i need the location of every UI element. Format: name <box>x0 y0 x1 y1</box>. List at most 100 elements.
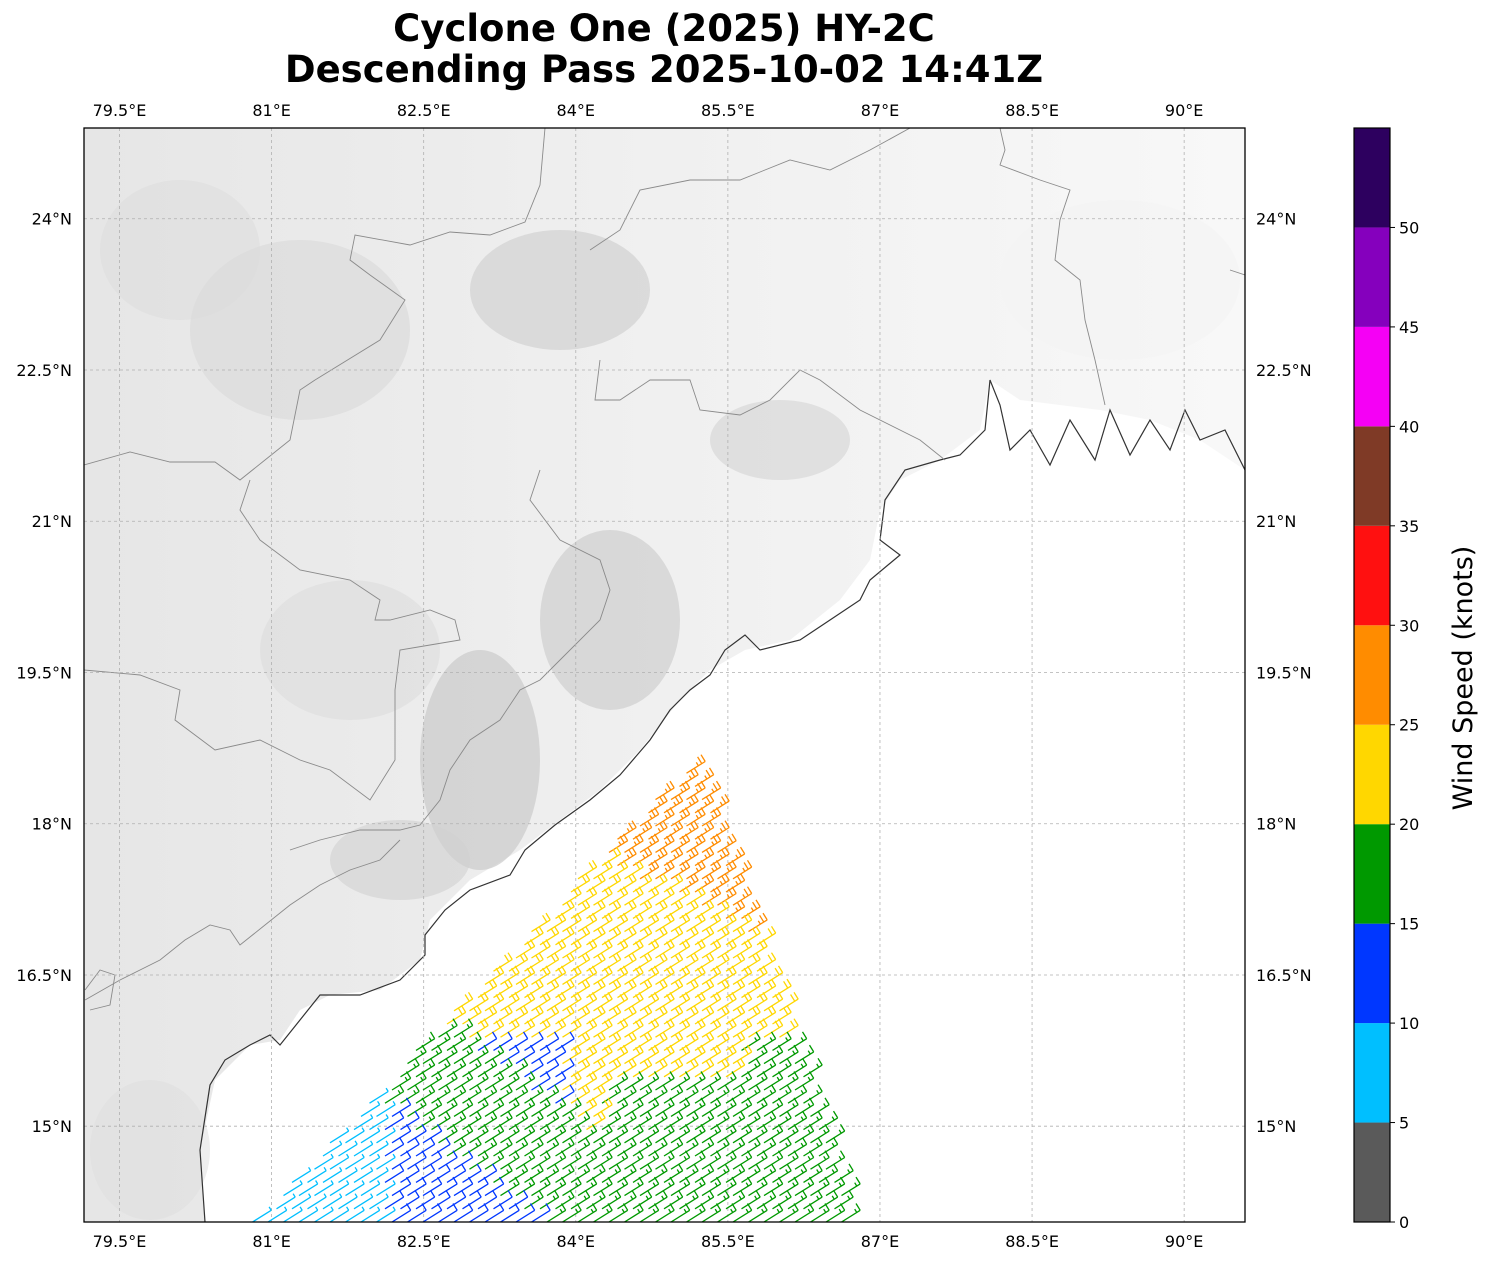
wind-barb <box>345 1180 365 1197</box>
wind-barb <box>500 1018 520 1038</box>
wind-barb <box>670 912 691 933</box>
wind-barb <box>725 846 746 867</box>
wind-barb <box>500 1150 520 1170</box>
wind-barb <box>717 833 737 853</box>
wind-barb <box>679 1163 699 1183</box>
wind-barb <box>756 1084 777 1104</box>
wind-barb <box>679 793 699 814</box>
wind-barb <box>725 1137 746 1157</box>
wind-barb <box>772 1110 792 1131</box>
wind-barb <box>686 1150 706 1170</box>
wind-barb <box>555 1031 575 1051</box>
wind-barb <box>438 1071 458 1091</box>
wind-barb <box>639 1097 660 1117</box>
wind-barb <box>679 1189 699 1210</box>
wind-barb <box>624 939 644 959</box>
wind-barb <box>493 1163 513 1183</box>
wind-barb <box>391 1203 412 1222</box>
wind-barb <box>524 1110 544 1131</box>
wind-barb <box>562 1123 582 1144</box>
wind-barb <box>601 1189 622 1210</box>
longitude-labels: 79.5°E 79.5°E 81°E 81°E 82.5°E 82.5°E 84°E 84°E… <box>93 101 1204 1251</box>
lat-label-left: 21°N <box>32 512 72 531</box>
wind-barb <box>586 1189 606 1210</box>
wind-barb <box>477 1031 498 1051</box>
wind-barb <box>415 1110 436 1131</box>
wind-barb <box>562 886 582 906</box>
colorbar-frame <box>1353 127 1391 1223</box>
wind-barb <box>462 1137 482 1157</box>
wind-barb <box>639 1071 660 1091</box>
wind-barb <box>787 1110 808 1131</box>
wind-barb <box>655 886 675 906</box>
wind-barb <box>345 1206 365 1222</box>
wind-barb <box>608 1176 629 1197</box>
wind-barb <box>710 820 730 840</box>
wind-barb <box>701 1044 722 1065</box>
wind-barb <box>314 1180 334 1197</box>
wind-barb <box>477 1084 498 1104</box>
wind-barb <box>841 1176 861 1197</box>
wind-barb <box>322 1166 343 1183</box>
wind-barb <box>484 1150 505 1170</box>
wind-barb <box>515 1203 536 1222</box>
wind-barb <box>694 1163 715 1183</box>
wind-barb <box>546 1150 567 1170</box>
wind-barb <box>624 859 644 880</box>
wind-barb <box>384 1163 405 1183</box>
map-panel <box>84 128 1245 1222</box>
wind-barb <box>787 1031 808 1051</box>
wind-barb <box>686 965 706 985</box>
wind-barb <box>570 1189 591 1210</box>
wind-barb <box>825 1150 846 1170</box>
wind-barb <box>431 1163 451 1183</box>
wind-barb <box>710 1189 730 1210</box>
wind-barb <box>608 1123 629 1144</box>
wind-barb <box>717 1097 737 1117</box>
wind-barb <box>670 991 691 1012</box>
wind-barb <box>608 939 629 959</box>
wind-barb <box>438 1123 458 1144</box>
wind-barb <box>756 1110 777 1131</box>
wind-barb <box>546 1176 567 1197</box>
wind-barb <box>624 833 644 853</box>
wind-barb <box>446 1057 467 1078</box>
wind-barb <box>577 991 598 1012</box>
wind-barb <box>772 1163 792 1183</box>
wind-barb <box>353 1114 374 1131</box>
colorbar-segment <box>1354 824 1390 924</box>
wind-barb <box>376 1127 396 1144</box>
wind-barb <box>500 1176 520 1197</box>
wind-barb <box>686 1044 706 1065</box>
wind-barb <box>694 1057 715 1078</box>
wind-barb <box>515 1123 536 1144</box>
wind-barb <box>524 1057 544 1078</box>
wind-barb <box>391 1123 412 1144</box>
wind-barb <box>663 1110 684 1131</box>
wind-barb <box>555 1137 575 1157</box>
wind-barb <box>639 939 660 959</box>
wind-barb <box>818 1110 839 1131</box>
colorbar-tick-label: 30 <box>1399 616 1419 635</box>
wind-barb <box>431 1084 451 1104</box>
wind-barb <box>484 1203 505 1222</box>
wind-barb <box>391 1071 412 1091</box>
wind-barb <box>825 1176 846 1197</box>
wind-barb <box>717 1123 737 1144</box>
wind-barb <box>562 991 582 1012</box>
wind-barb <box>732 1203 753 1222</box>
wind-barb <box>384 1189 405 1210</box>
wind-barb <box>307 1193 327 1210</box>
wind-barb <box>515 1097 536 1117</box>
wind-barb <box>276 1193 296 1210</box>
wind-barb <box>663 1137 684 1157</box>
wind-barb <box>763 1044 784 1065</box>
wind-barb <box>338 1166 358 1183</box>
wind-barb <box>608 965 629 985</box>
wind-barb <box>756 1031 777 1051</box>
lon-label-bottom: 84°E <box>557 1232 595 1251</box>
wind-barb <box>453 1176 474 1197</box>
wind-barb <box>655 780 675 801</box>
wind-barb <box>353 1193 374 1210</box>
wind-barb <box>701 1203 722 1222</box>
